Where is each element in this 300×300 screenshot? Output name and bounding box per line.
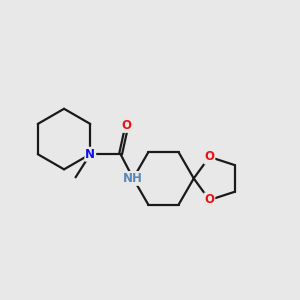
Text: O: O [204,194,214,206]
Text: O: O [122,119,132,132]
Text: NH: NH [123,172,143,185]
Text: N: N [85,148,95,161]
Text: O: O [204,150,214,164]
